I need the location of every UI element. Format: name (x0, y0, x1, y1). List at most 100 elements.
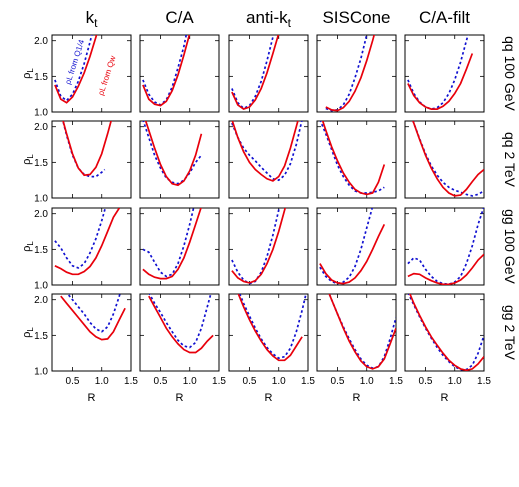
x-axis-label: R (353, 392, 361, 404)
series-line-red (237, 294, 303, 362)
panel-frame (139, 34, 220, 113)
y-axis-label: ρL (21, 241, 35, 252)
panel-frame (51, 207, 132, 286)
series-line-red (62, 121, 112, 177)
series-line-red (142, 208, 202, 280)
x-tick-label: 1.0 (95, 376, 109, 387)
series-line-blue (148, 294, 212, 349)
y-tick-label: 1.5 (34, 331, 48, 342)
series-line-red (321, 121, 386, 196)
column-title: C/A (165, 8, 194, 27)
series-line-red (60, 295, 126, 341)
column-title: C/A-filt (419, 8, 470, 27)
x-tick-label: 1.0 (272, 376, 286, 387)
y-tick-label: 1.0 (34, 194, 48, 205)
y-tick-label: 2.0 (34, 36, 48, 47)
series-line-red (142, 35, 191, 107)
panel-frame (404, 207, 485, 286)
x-tick-label: 1.5 (301, 376, 315, 387)
series-line-blue (325, 35, 368, 112)
panel-frame (316, 120, 397, 199)
panel-frame (51, 293, 132, 372)
panel (228, 34, 309, 113)
x-axis-label: R (88, 392, 96, 404)
row-label: qq 2 TeV (502, 132, 518, 188)
panel (139, 293, 220, 372)
series-line-red (319, 224, 386, 285)
x-axis-label: R (176, 392, 184, 404)
y-tick-label: 2.0 (34, 122, 48, 133)
x-axis-label: R (441, 392, 449, 404)
panel (51, 34, 132, 113)
x-tick-label: 1.0 (183, 376, 197, 387)
panel (316, 207, 397, 286)
x-tick-label: 1.5 (389, 376, 403, 387)
y-tick-label: 1.5 (34, 245, 48, 256)
series-line-red (409, 294, 484, 371)
x-tick-label: 1.5 (477, 376, 491, 387)
y-tick-label: 1.0 (34, 281, 48, 292)
x-tick-label: 1.5 (124, 376, 138, 387)
series-line-blue (231, 35, 275, 110)
panel (51, 120, 132, 199)
panel-frame (404, 293, 485, 372)
x-tick-label: 0.5 (154, 376, 168, 387)
series-line-red (231, 121, 299, 182)
series-line-blue (54, 208, 107, 269)
y-tick-label: 2.0 (34, 209, 48, 220)
series-line-blue (238, 294, 307, 360)
panel (51, 207, 132, 286)
panel-frame (139, 207, 220, 286)
column-title: SISCone (322, 8, 390, 27)
y-tick-label: 2.0 (34, 295, 48, 306)
series-line-red (54, 208, 121, 276)
x-tick-label: 1.0 (448, 376, 462, 387)
panel-frame (316, 34, 397, 113)
series-line-red (54, 35, 98, 104)
column-title: kt (86, 8, 99, 30)
series-line-red (148, 295, 214, 354)
y-axis-label: ρL (21, 68, 35, 79)
series-line-blue (142, 121, 203, 185)
panel (404, 34, 485, 113)
series-line-blue (407, 294, 484, 371)
panel-frame (316, 207, 397, 286)
series-line-red (231, 208, 287, 284)
panel (404, 207, 485, 286)
series-line-red (407, 253, 484, 285)
series-line-blue (231, 121, 303, 182)
panel (228, 120, 309, 199)
y-tick-label: 1.5 (34, 158, 48, 169)
panel (404, 120, 485, 199)
panel (316, 120, 397, 199)
panel (139, 34, 220, 113)
y-tick-label: 1.0 (34, 108, 48, 119)
panel-frame (51, 34, 132, 113)
series-line-red (144, 121, 203, 187)
y-tick-label: 1.0 (34, 367, 48, 378)
panel-frame (51, 120, 132, 199)
x-tick-label: 0.5 (331, 376, 345, 387)
panel (139, 207, 220, 286)
panel-frame (228, 207, 309, 286)
panel (228, 293, 309, 372)
y-axis-label: ρL (21, 154, 35, 165)
x-tick-label: 1.0 (360, 376, 374, 387)
series-line-red (407, 53, 474, 110)
y-axis-label: ρL (21, 327, 35, 338)
y-tick-label: 1.5 (34, 72, 48, 83)
series-line-red (328, 294, 396, 370)
x-tick-label: 0.5 (243, 376, 257, 387)
series-line-blue (142, 208, 195, 278)
panel-frame (139, 293, 220, 372)
x-tick-label: 1.5 (212, 376, 226, 387)
panel-frame (139, 120, 220, 199)
panel (228, 207, 309, 286)
panel (316, 293, 397, 372)
panel-frame (228, 120, 309, 199)
column-title: anti-kt (246, 8, 292, 30)
row-label: qq 100 GeV (502, 36, 518, 111)
series-line-red (231, 35, 280, 111)
x-tick-label: 0.5 (66, 376, 80, 387)
panel (139, 120, 220, 199)
